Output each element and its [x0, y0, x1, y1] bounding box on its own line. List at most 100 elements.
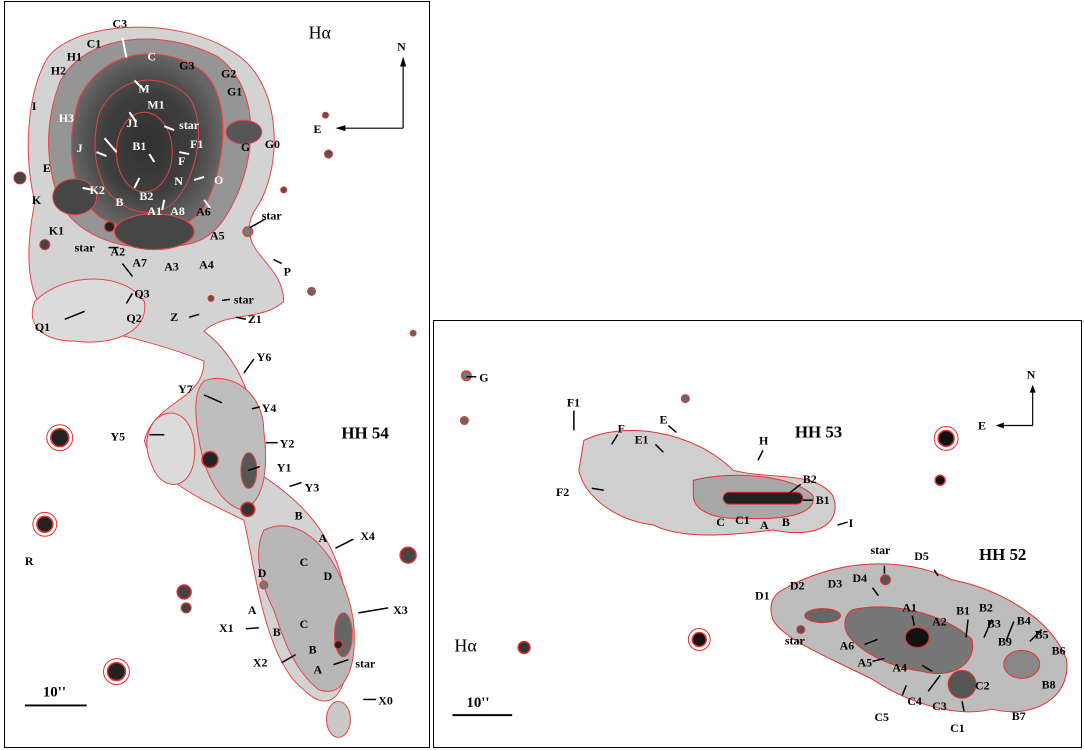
label-z1: Z1: [248, 312, 262, 326]
label-x3: X3: [393, 603, 408, 617]
scale-bar: 10'': [452, 695, 513, 717]
label-a1: A1: [902, 601, 917, 615]
label-d4: D4: [853, 571, 868, 585]
label-y2: Y2: [280, 437, 295, 451]
label-y6: Y6: [257, 350, 272, 364]
label-q2: Q2: [126, 311, 141, 325]
label-x0: X0: [378, 693, 393, 707]
label-star-w: star: [179, 118, 200, 132]
label-b1: B1: [132, 139, 146, 153]
label-c5: C5: [874, 710, 889, 724]
label-d-2: D: [323, 569, 332, 583]
label-r: R: [25, 554, 34, 568]
object-label-hh54: HH 54: [341, 424, 389, 443]
label-star-1: star: [870, 543, 891, 557]
east-label: E: [314, 122, 322, 136]
labels-hh54-white: C M M1 J1 star H3 J B1 F1 F N O K2 B2 B …: [59, 49, 224, 273]
label-d3: D3: [828, 577, 843, 591]
label-k: K: [32, 193, 42, 207]
label-f1: F1: [567, 396, 580, 410]
label-a4: A4: [199, 258, 214, 272]
label-a: A: [760, 518, 769, 532]
label-g1: G1: [227, 84, 242, 98]
label-b3: B3: [987, 617, 1001, 631]
label-q1: Q1: [35, 320, 50, 334]
leader-lines-white: [82, 37, 211, 210]
hh54-image: Hα HH 54 N E 10'': [13, 17, 417, 738]
label-b5: B5: [1035, 628, 1049, 642]
label-star-4: star: [355, 657, 376, 671]
label-x4: X4: [360, 529, 375, 543]
label-a-1: A: [319, 531, 328, 545]
label-d5: D5: [914, 549, 929, 563]
panel-hh54: Hα HH 54 N E 10'': [4, 1, 430, 748]
label-a5: A5: [210, 229, 225, 243]
label-b4: B4: [1017, 614, 1031, 628]
label-b2: B2: [139, 189, 153, 203]
leader-lines-black: [64, 218, 389, 701]
field-stars: [13, 111, 417, 686]
label-x2: X2: [253, 656, 268, 670]
label-h: H: [759, 433, 769, 447]
label-a3: A3: [164, 259, 179, 273]
filter-label: Hα: [309, 23, 331, 43]
label-star-2: star: [234, 292, 255, 306]
label-c1-52: C1: [950, 721, 965, 735]
label-c-1: C: [300, 555, 309, 569]
label-a4: A4: [892, 660, 907, 674]
label-k2: K2: [90, 183, 105, 197]
label-f: F: [178, 154, 185, 168]
label-h1: H1: [67, 49, 82, 63]
label-b6: B6: [1052, 643, 1066, 657]
label-e: E: [43, 161, 51, 175]
leader-lines: [466, 375, 1043, 712]
label-b8: B8: [1042, 677, 1056, 691]
label-a2: A2: [111, 245, 126, 259]
label-y1: Y1: [277, 461, 292, 475]
label-c1: C1: [87, 37, 102, 51]
labels-hh53-hh52: G F1 F E E1 F2 H B2 B1 C C1 A B I star D…: [479, 371, 1065, 735]
label-a8: A8: [170, 204, 185, 218]
label-c2: C2: [975, 678, 990, 692]
label-star-2: star: [785, 633, 806, 647]
hh53-hh52-image: Hα HH 53 HH 52 N E 10'': [452, 368, 1068, 735]
north-label: N: [1027, 368, 1036, 382]
label-b9: B9: [998, 634, 1012, 648]
label-c1: C1: [735, 513, 750, 527]
label-y3: Y3: [305, 480, 320, 494]
north-label: N: [397, 40, 406, 54]
label-c4: C4: [907, 694, 922, 708]
diffuse-emission: [578, 430, 1068, 713]
label-b-2: B: [273, 625, 281, 639]
label-j: J: [77, 141, 83, 155]
label-d-1: D: [258, 566, 267, 580]
label-a-2: A: [248, 603, 257, 617]
label-c-2: C: [300, 617, 309, 631]
label-h3: H3: [59, 111, 74, 125]
label-c: C: [716, 515, 725, 529]
label-c3: C3: [112, 17, 127, 31]
label-y4: Y4: [262, 401, 277, 415]
label-h2: H2: [51, 63, 66, 77]
panel-hh53-hh52: Hα HH 53 HH 52 N E 10'': [433, 320, 1082, 748]
label-a6: A6: [196, 205, 211, 219]
label-f2: F2: [556, 485, 569, 499]
label-q3: Q3: [134, 286, 149, 300]
label-m: M: [138, 81, 149, 95]
label: 10'': [43, 684, 66, 700]
label-b2-52: B2: [979, 601, 993, 615]
label-g0: G0: [265, 137, 280, 151]
label-g3: G3: [179, 58, 194, 72]
label-n: N: [174, 174, 183, 188]
label-a6: A6: [840, 638, 855, 652]
label-d1: D1: [755, 589, 770, 603]
label-o: O: [214, 173, 223, 187]
label-b2: B2: [803, 472, 817, 486]
label-z: Z: [170, 310, 178, 324]
object-label-hh53: HH 53: [795, 422, 842, 441]
label-a5: A5: [858, 655, 873, 669]
label-c3: C3: [932, 699, 947, 713]
filter-label: Hα: [454, 635, 476, 655]
label-i: I: [849, 516, 854, 530]
label-b: B: [782, 515, 790, 529]
